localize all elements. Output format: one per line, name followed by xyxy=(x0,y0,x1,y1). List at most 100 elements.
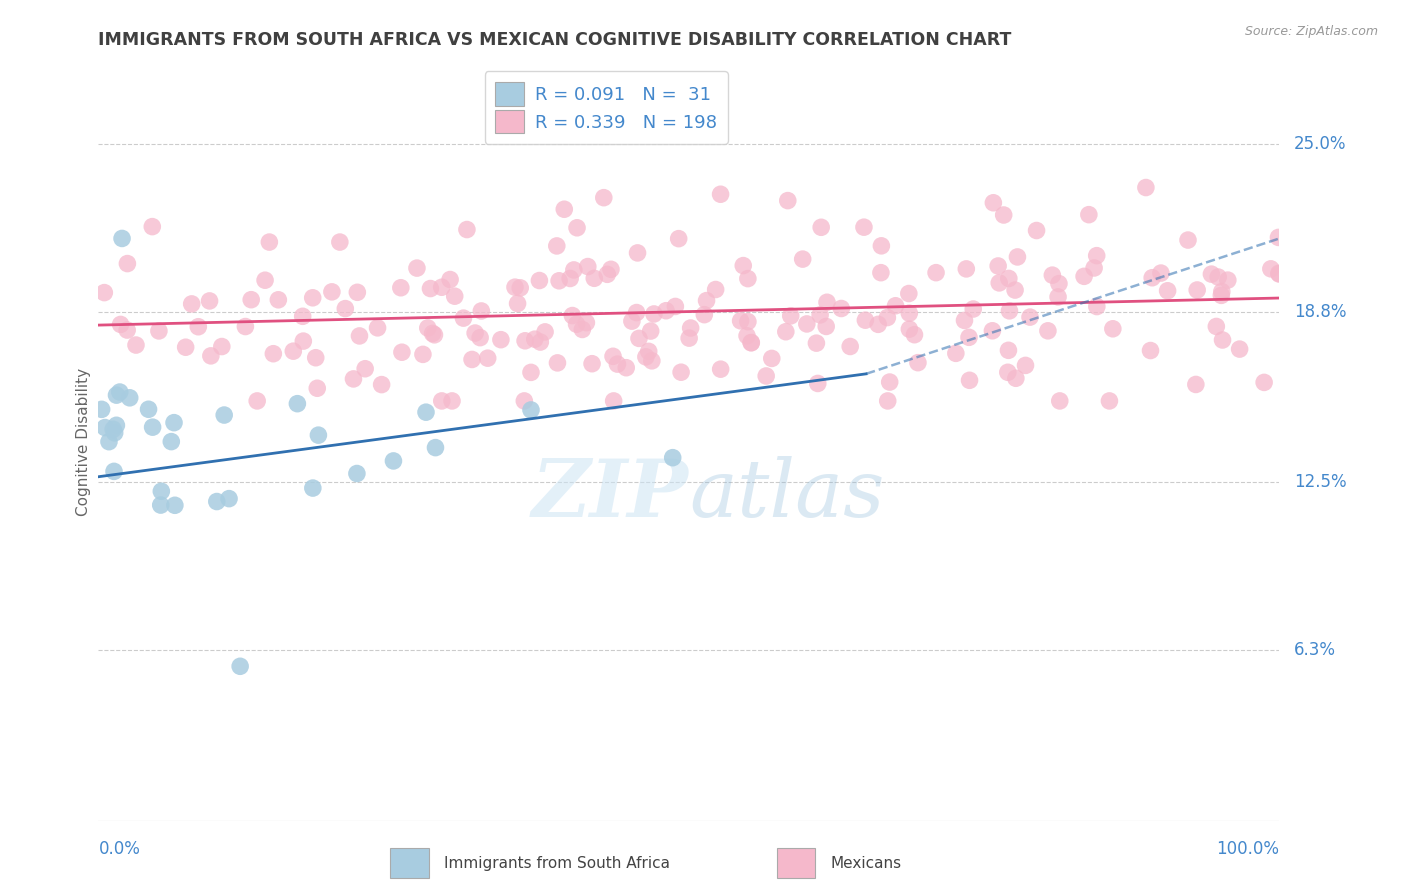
Point xyxy=(1101,322,1123,336)
Point xyxy=(876,393,898,408)
Point xyxy=(602,349,624,363)
Point xyxy=(93,285,115,300)
Point xyxy=(897,286,920,301)
Point xyxy=(733,259,755,273)
Point xyxy=(174,340,197,354)
Point xyxy=(600,262,623,277)
Point xyxy=(117,256,139,270)
Point xyxy=(218,491,240,506)
Point xyxy=(546,239,568,253)
Point xyxy=(1156,284,1178,298)
Point xyxy=(346,467,368,481)
Point xyxy=(513,393,536,408)
Point xyxy=(776,194,799,208)
Point xyxy=(367,321,389,335)
Point xyxy=(520,365,543,379)
Point xyxy=(993,208,1015,222)
Point xyxy=(259,235,281,249)
Text: 6.3%: 6.3% xyxy=(1294,641,1336,659)
Point xyxy=(461,352,484,367)
Point xyxy=(412,347,434,361)
Point xyxy=(1211,288,1233,302)
Point xyxy=(240,293,263,307)
Point xyxy=(456,222,478,236)
Point xyxy=(806,336,828,351)
Point xyxy=(1177,233,1199,247)
Point xyxy=(415,405,437,419)
Point xyxy=(988,276,1011,290)
Text: 100.0%: 100.0% xyxy=(1216,839,1279,857)
Point xyxy=(997,365,1019,379)
Point xyxy=(643,307,665,321)
Point xyxy=(160,434,183,449)
Point xyxy=(602,393,624,408)
Point xyxy=(108,385,131,400)
Point xyxy=(678,331,700,345)
Point xyxy=(565,220,588,235)
Point xyxy=(439,272,461,286)
Point xyxy=(815,295,838,310)
Point xyxy=(807,376,830,391)
Point xyxy=(150,484,173,499)
Point xyxy=(105,418,128,433)
Point xyxy=(1005,371,1028,385)
Text: Mexicans: Mexicans xyxy=(831,855,903,871)
Point xyxy=(529,334,551,349)
Point xyxy=(907,356,929,370)
Point xyxy=(571,322,593,336)
Point xyxy=(443,289,465,303)
Point xyxy=(283,344,305,359)
Y-axis label: Cognitive Disability: Cognitive Disability xyxy=(76,368,91,516)
Point xyxy=(925,266,948,280)
Point xyxy=(307,428,329,442)
Point xyxy=(148,324,170,338)
Point xyxy=(1047,290,1070,304)
Point xyxy=(641,354,664,368)
Point xyxy=(370,377,392,392)
Point xyxy=(520,403,543,417)
Point xyxy=(737,315,759,329)
Point xyxy=(1098,393,1121,408)
Point xyxy=(1205,319,1227,334)
Point xyxy=(349,329,371,343)
Point xyxy=(440,393,463,408)
Point xyxy=(287,397,309,411)
Point xyxy=(627,331,650,345)
Point xyxy=(430,393,453,408)
Point xyxy=(669,365,692,379)
Point xyxy=(693,308,716,322)
Point xyxy=(1185,283,1208,297)
Point xyxy=(477,351,499,366)
Point xyxy=(981,324,1004,338)
Point xyxy=(661,450,683,465)
Point xyxy=(1085,300,1108,314)
Point xyxy=(945,346,967,360)
Point xyxy=(354,361,377,376)
Point xyxy=(163,498,186,512)
Point xyxy=(111,231,134,245)
Point xyxy=(581,357,603,371)
Point xyxy=(640,324,662,338)
Point xyxy=(103,464,125,478)
Point xyxy=(1201,267,1223,281)
Point xyxy=(987,259,1010,273)
Point xyxy=(1150,266,1173,280)
Text: atlas: atlas xyxy=(689,456,884,533)
Point xyxy=(755,368,778,383)
Point xyxy=(596,268,619,282)
Text: 18.8%: 18.8% xyxy=(1294,302,1346,320)
Point xyxy=(149,498,172,512)
Point xyxy=(634,350,657,364)
Bar xyxy=(778,848,815,878)
Point xyxy=(955,261,977,276)
Text: Immigrants from South Africa: Immigrants from South Africa xyxy=(444,855,671,871)
Point xyxy=(246,393,269,408)
Point xyxy=(548,274,571,288)
Point xyxy=(668,232,690,246)
Point xyxy=(200,349,222,363)
Point xyxy=(302,481,325,495)
Point xyxy=(187,319,209,334)
Point xyxy=(853,313,876,327)
Point xyxy=(815,319,838,334)
Point xyxy=(1212,333,1234,347)
